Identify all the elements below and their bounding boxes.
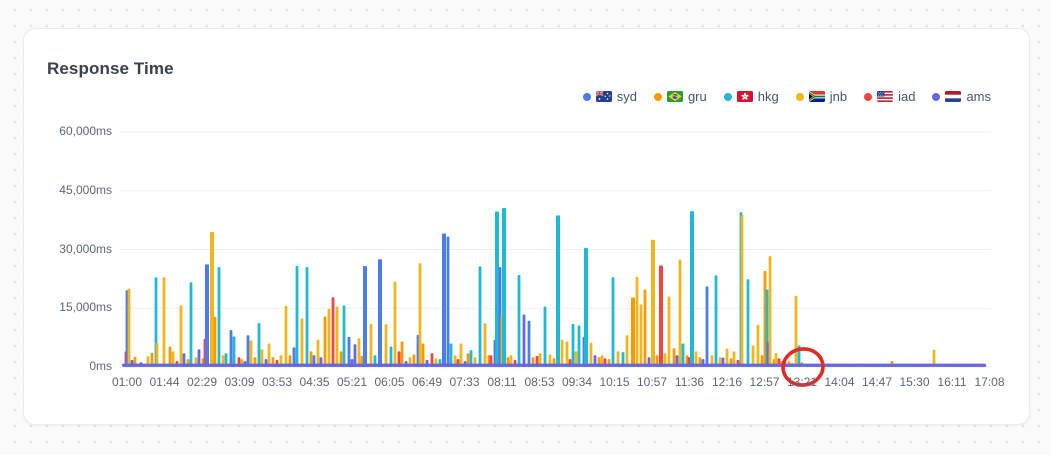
flag-hk-icon <box>736 91 753 102</box>
x-axis-label: 08:53 <box>524 375 555 389</box>
gridlines <box>119 131 991 368</box>
legend-dot-icon <box>864 92 873 101</box>
x-axis-label: 12:57 <box>749 375 780 389</box>
legend-item-gru[interactable]: gru <box>653 89 707 104</box>
legend-label: syd <box>616 89 637 104</box>
x-axis-label: 08:11 <box>487 375 517 389</box>
legend-item-iad[interactable]: iad <box>864 89 915 104</box>
legend-dot-icon <box>723 92 732 101</box>
legend-label: ams <box>966 89 991 104</box>
flag-za-icon <box>808 91 825 102</box>
flag-au-icon <box>595 91 612 102</box>
legend-item-syd[interactable]: syd <box>582 89 637 104</box>
legend-label: gru <box>687 89 707 104</box>
annotation-circle <box>781 347 825 387</box>
ams-baseline <box>122 363 986 367</box>
legend-dot-icon <box>582 92 591 101</box>
legend-label: hkg <box>757 89 779 104</box>
response-bars <box>124 207 987 367</box>
x-axis-label: 03:53 <box>261 375 293 389</box>
x-axis-label: 06:05 <box>374 375 405 389</box>
legend-label: jnb <box>829 89 848 104</box>
flag-us-icon <box>877 91 894 102</box>
x-axis-label: 02:29 <box>186 375 218 389</box>
legend-label: iad <box>898 89 916 104</box>
y-axis-label: 45,000ms <box>59 182 112 197</box>
x-axis-label: 01:00 <box>111 375 143 389</box>
legend-dot-icon <box>795 92 804 101</box>
x-axis-label: 10:57 <box>636 375 668 389</box>
legend-item-hkg[interactable]: hkg <box>723 89 779 104</box>
chart-title: Response Time <box>47 59 174 78</box>
response-time-card: Response Time syd gru hkg jnb iad ams 0ms 15,0… <box>23 28 1030 425</box>
x-axis-label: 05:21 <box>336 375 368 389</box>
flag-br-icon <box>666 91 683 102</box>
x-axis-label: 17:08 <box>974 375 1005 389</box>
legend-dot-icon <box>653 92 662 101</box>
x-axis-label: 09:34 <box>561 375 593 389</box>
x-axis-label: 15:30 <box>899 375 930 389</box>
legend-item-ams[interactable]: ams <box>932 89 991 104</box>
response-time-chart <box>119 131 991 387</box>
y-axis-label: 15,000ms <box>59 300 112 315</box>
x-axis-label: 01:44 <box>149 375 180 389</box>
x-axis-label: 03:09 <box>224 375 255 389</box>
x-axis-label: 10:15 <box>599 375 630 389</box>
x-axis-label: 13:21 <box>786 375 818 389</box>
y-axis-label: 30,000ms <box>59 241 112 256</box>
x-axis-label: 11:36 <box>674 375 705 389</box>
x-axis-label: 16:11 <box>937 375 967 389</box>
x-axis-label: 12:16 <box>711 375 743 389</box>
y-axis-label: 0ms <box>89 359 112 373</box>
x-axis-label: 07:33 <box>449 375 480 389</box>
x-axis-label: 06:49 <box>411 375 443 389</box>
flag-nl-icon <box>945 91 962 102</box>
legend-dot-icon <box>932 92 941 101</box>
x-axis-label: 04:35 <box>299 375 330 389</box>
legend-item-jnb[interactable]: jnb <box>795 89 848 104</box>
x-axis-label: 14:47 <box>861 375 893 389</box>
x-axis-label: 14:04 <box>824 375 855 389</box>
y-axis-label: 60,000ms <box>59 124 112 138</box>
chart-legend: syd gru hkg jnb iad ams <box>582 89 991 104</box>
